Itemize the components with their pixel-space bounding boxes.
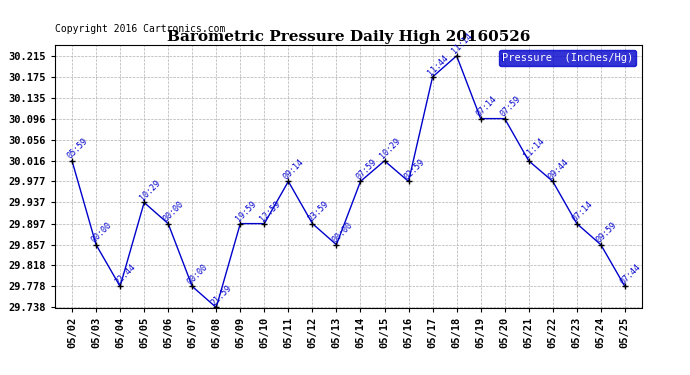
Text: Copyright 2016 Cartronics.com: Copyright 2016 Cartronics.com: [55, 24, 226, 34]
Text: 23:59: 23:59: [306, 200, 330, 223]
Text: 00:00: 00:00: [330, 220, 354, 245]
Text: 12:59: 12:59: [258, 200, 282, 223]
Text: 09:59: 09:59: [595, 220, 618, 245]
Text: 07:14: 07:14: [474, 94, 498, 118]
Text: 07:14: 07:14: [571, 200, 595, 223]
Text: 07:59: 07:59: [354, 158, 378, 182]
Text: 07:59: 07:59: [498, 94, 522, 118]
Text: 22:44: 22:44: [114, 262, 138, 286]
Title: Barometric Pressure Daily High 20160526: Barometric Pressure Daily High 20160526: [167, 30, 530, 44]
Text: 21:59: 21:59: [210, 284, 234, 308]
Text: 10:29: 10:29: [138, 178, 162, 203]
Text: 07:44: 07:44: [618, 262, 642, 286]
Legend: Pressure  (Inches/Hg): Pressure (Inches/Hg): [499, 50, 636, 66]
Text: 00:00: 00:00: [162, 200, 186, 223]
Text: 02:59: 02:59: [402, 158, 426, 182]
Text: 11:14: 11:14: [451, 32, 474, 56]
Text: 00:00: 00:00: [186, 262, 210, 286]
Text: 09:14: 09:14: [282, 158, 306, 182]
Text: 09:44: 09:44: [546, 158, 571, 182]
Text: 05:59: 05:59: [66, 137, 90, 161]
Text: 11:14: 11:14: [522, 137, 546, 161]
Text: 11:44: 11:44: [426, 53, 451, 77]
Text: 10:29: 10:29: [378, 137, 402, 161]
Text: 00:00: 00:00: [90, 220, 114, 245]
Text: 19:59: 19:59: [234, 200, 258, 223]
